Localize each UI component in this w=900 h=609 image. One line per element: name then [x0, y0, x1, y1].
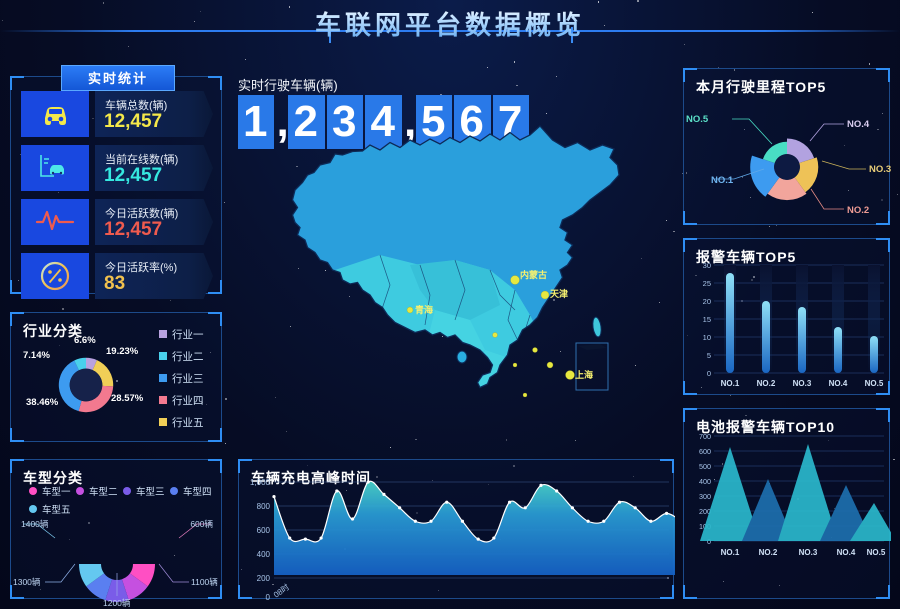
svg-text:19.23%: 19.23% [106, 346, 139, 357]
svg-text:0: 0 [707, 369, 711, 378]
svg-text:NO.3: NO.3 [793, 379, 812, 388]
svg-text:10: 10 [703, 333, 711, 342]
svg-text:NO.4: NO.4 [847, 119, 870, 130]
svg-text:NO.2: NO.2 [847, 205, 869, 216]
svg-text:NO.1: NO.1 [721, 548, 740, 557]
svg-text:600: 600 [699, 447, 711, 456]
svg-text:NO.5: NO.5 [686, 114, 709, 125]
svg-text:NO.2: NO.2 [759, 548, 778, 557]
svg-text:7.14%: 7.14% [23, 350, 50, 361]
svg-text:700: 700 [699, 432, 711, 441]
svg-text:400: 400 [699, 477, 711, 486]
svg-text:青海: 青海 [415, 304, 433, 315]
svg-text:500: 500 [699, 462, 711, 471]
svg-text:上海: 上海 [575, 369, 593, 380]
svg-text:内蒙古: 内蒙古 [520, 269, 547, 280]
svg-text:1400辆: 1400辆 [21, 519, 49, 529]
svg-text:300: 300 [699, 492, 711, 501]
svg-text:400: 400 [257, 550, 271, 559]
svg-text:NO.5: NO.5 [865, 379, 884, 388]
svg-text:1100辆: 1100辆 [191, 577, 218, 587]
svg-text:08时: 08时 [271, 582, 291, 600]
svg-text:1200辆: 1200辆 [103, 598, 131, 608]
svg-text:NO.2: NO.2 [757, 379, 776, 388]
svg-text:5: 5 [707, 351, 711, 360]
svg-text:15: 15 [703, 315, 711, 324]
svg-text:800: 800 [257, 502, 271, 511]
svg-text:600辆: 600辆 [190, 519, 213, 529]
svg-text:25: 25 [703, 279, 711, 288]
svg-text:600: 600 [257, 526, 271, 535]
svg-text:28.57%: 28.57% [111, 393, 144, 404]
svg-text:1,000: 1,000 [250, 478, 271, 487]
svg-text:NO.4: NO.4 [837, 548, 856, 557]
svg-text:天津: 天津 [550, 288, 568, 299]
svg-text:NO.5: NO.5 [867, 548, 886, 557]
svg-text:30: 30 [703, 261, 711, 270]
svg-text:NO.3: NO.3 [799, 548, 818, 557]
svg-text:20: 20 [703, 297, 711, 306]
svg-text:NO.3: NO.3 [869, 164, 891, 175]
svg-text:38.46%: 38.46% [26, 397, 59, 408]
svg-text:1300辆: 1300辆 [13, 577, 41, 587]
svg-text:0: 0 [266, 593, 271, 600]
svg-text:6.6%: 6.6% [74, 335, 96, 346]
svg-text:NO.1: NO.1 [721, 379, 740, 388]
svg-text:NO.1: NO.1 [711, 175, 734, 186]
svg-text:200: 200 [257, 574, 271, 583]
svg-text:NO.4: NO.4 [829, 379, 848, 388]
